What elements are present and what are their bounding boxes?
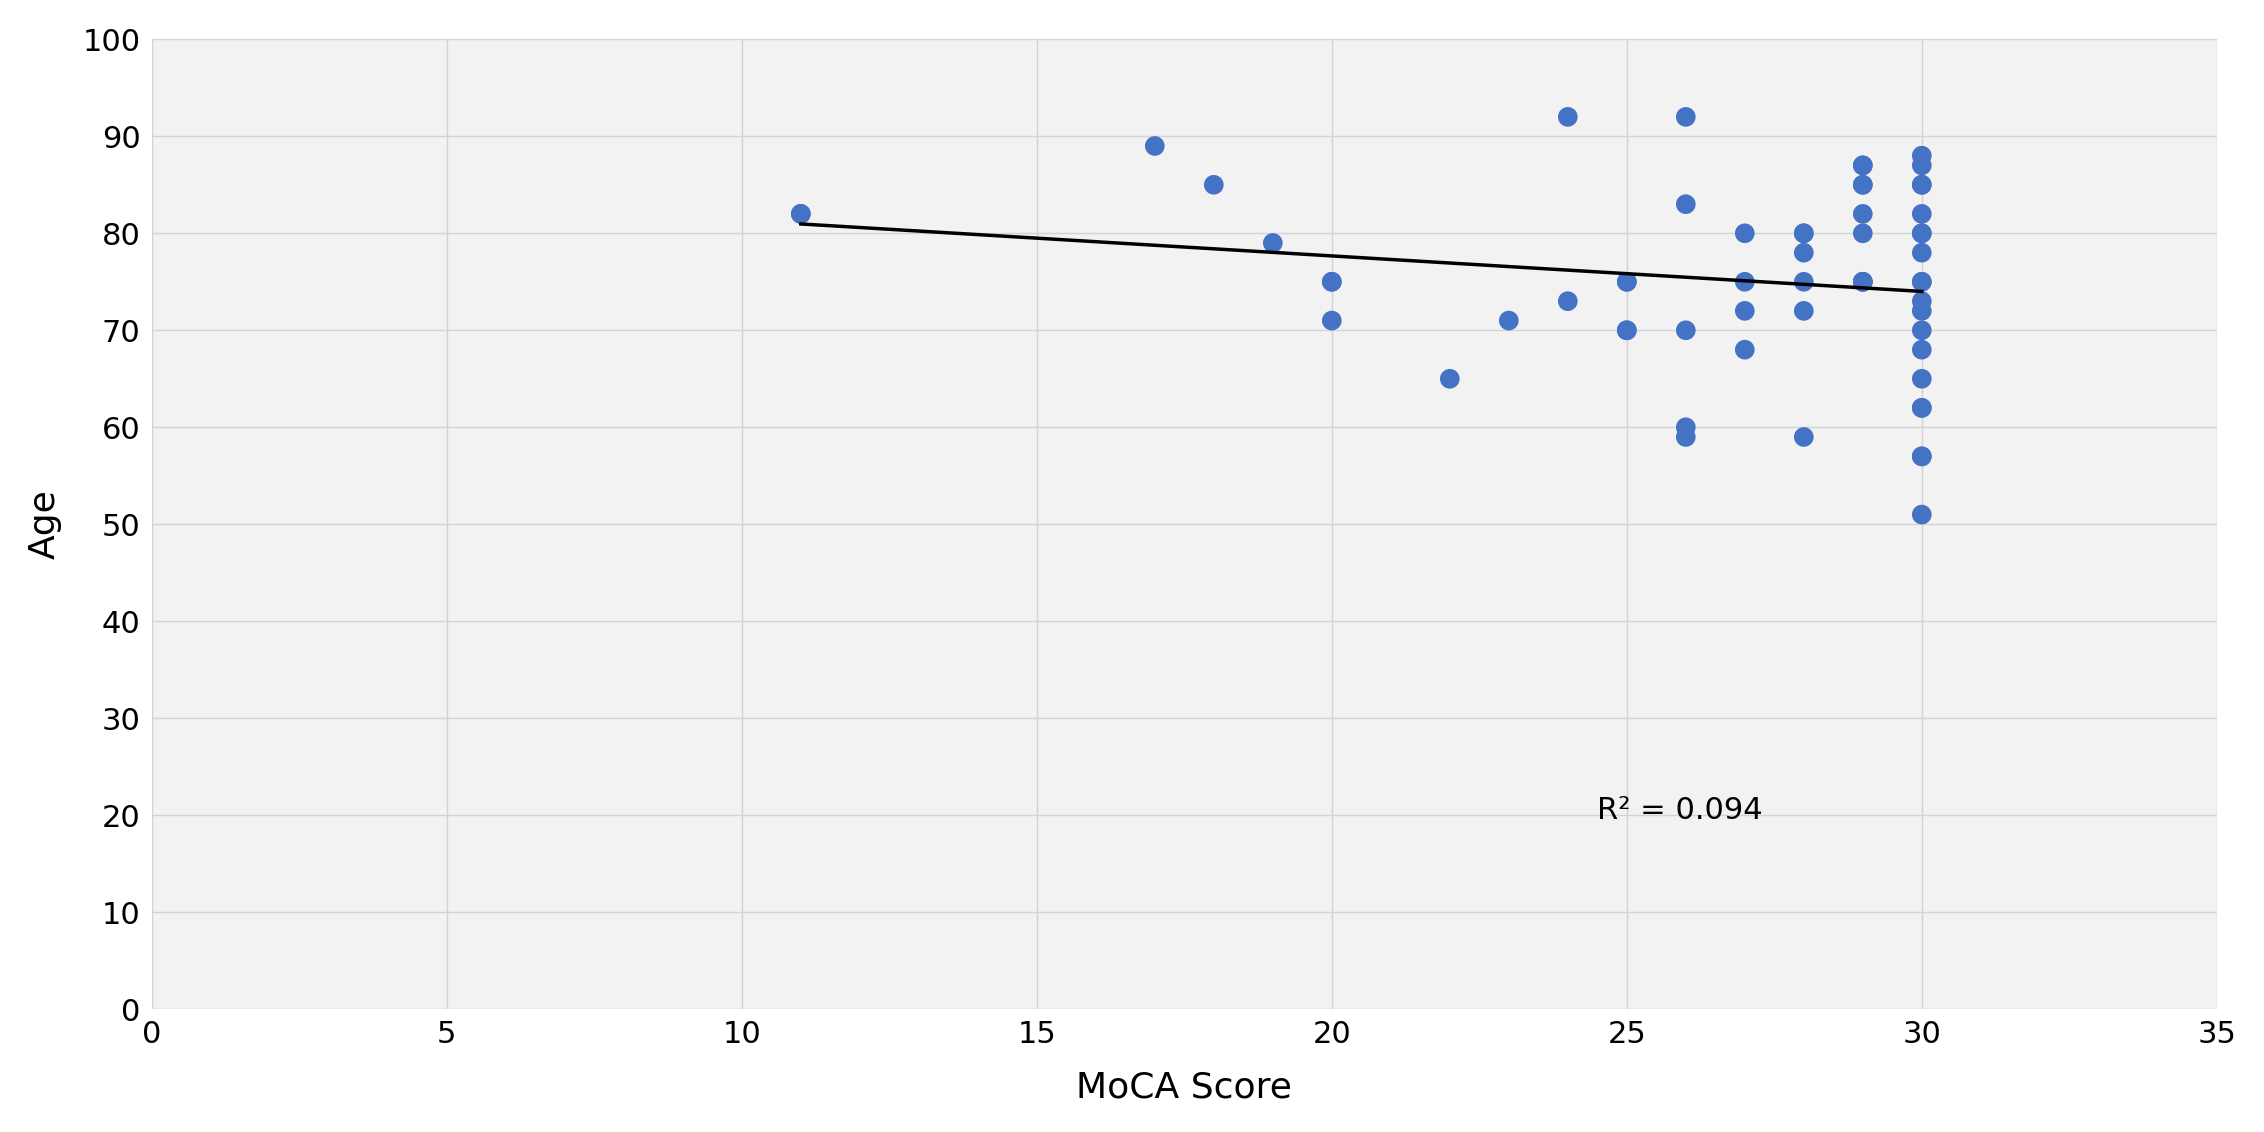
Point	[1845, 224, 1881, 242]
Point	[1727, 302, 1764, 320]
Point	[1845, 273, 1881, 291]
Point	[1904, 156, 1940, 174]
Point	[1904, 398, 1940, 417]
Point	[1610, 273, 1646, 291]
Point	[1254, 234, 1290, 252]
Point	[1313, 311, 1349, 329]
Point	[783, 205, 820, 223]
Point	[1845, 175, 1881, 194]
Point	[1904, 321, 1940, 340]
Point	[1904, 292, 1940, 310]
Point	[1845, 273, 1881, 291]
Point	[1786, 428, 1823, 446]
Point	[1904, 447, 1940, 465]
Point	[1313, 273, 1349, 291]
Point	[1490, 311, 1526, 329]
Point	[1845, 205, 1881, 223]
Point	[1845, 273, 1881, 291]
Point	[1786, 243, 1823, 261]
Point	[1786, 224, 1823, 242]
Point	[1669, 108, 1705, 126]
Point	[1904, 302, 1940, 320]
Point	[1904, 175, 1940, 194]
Point	[1669, 428, 1705, 446]
Point	[1549, 292, 1585, 310]
Point	[1904, 447, 1940, 465]
Point	[1904, 370, 1940, 388]
Point	[1786, 224, 1823, 242]
Point	[1904, 147, 1940, 165]
Point	[1727, 341, 1764, 359]
Point	[1727, 224, 1764, 242]
Point	[1904, 273, 1940, 291]
Point	[1786, 302, 1823, 320]
Point	[1845, 175, 1881, 194]
Point	[1786, 273, 1823, 291]
Point	[1904, 224, 1940, 242]
Point	[1904, 224, 1940, 242]
Point	[1313, 273, 1349, 291]
Point	[1904, 341, 1940, 359]
Point	[1904, 243, 1940, 261]
Point	[1549, 108, 1585, 126]
Point	[1669, 321, 1705, 340]
Point	[1669, 418, 1705, 436]
Point	[1904, 175, 1940, 194]
Point	[783, 205, 820, 223]
Point	[1195, 175, 1232, 194]
Point	[1904, 205, 1940, 223]
Point	[1610, 273, 1646, 291]
Y-axis label: Age: Age	[27, 489, 61, 559]
Point	[1845, 156, 1881, 174]
Point	[1904, 398, 1940, 417]
Point	[1904, 273, 1940, 291]
Point	[1727, 273, 1764, 291]
Point	[1845, 156, 1881, 174]
Point	[1669, 195, 1705, 213]
X-axis label: MoCA Score: MoCA Score	[1075, 1070, 1293, 1104]
Point	[1431, 370, 1467, 388]
Point	[1610, 321, 1646, 340]
Point	[1137, 137, 1173, 155]
Point	[1904, 506, 1940, 524]
Text: R² = 0.094: R² = 0.094	[1598, 796, 1764, 825]
Point	[1610, 321, 1646, 340]
